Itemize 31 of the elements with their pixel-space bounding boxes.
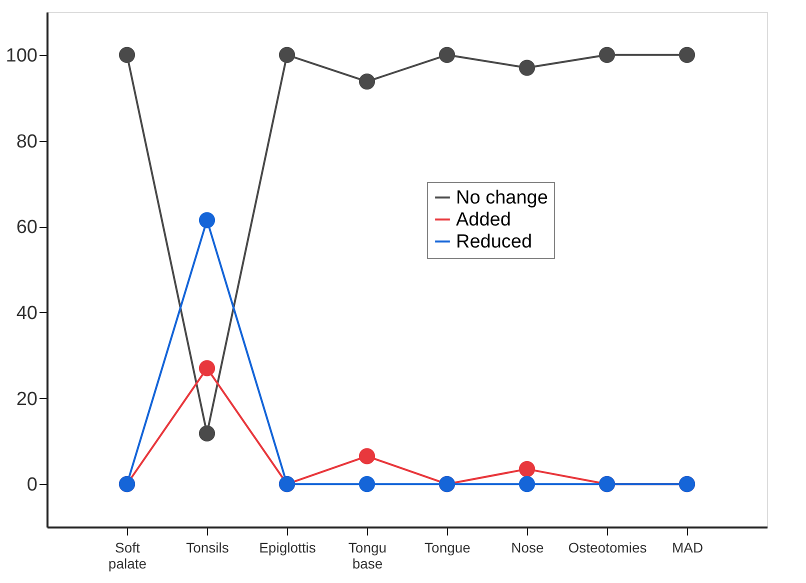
point (358, 73, 376, 90)
y-tick-label: 60 (16, 217, 38, 238)
point (118, 46, 136, 63)
y-tick-label: 40 (16, 302, 38, 324)
legend-label: No change (456, 188, 548, 208)
x-tick-label: Tonsils (186, 540, 229, 556)
point (358, 476, 376, 492)
x-tick-label: Epiglottis (259, 540, 316, 556)
x-tick-label: Nose (511, 540, 544, 556)
point (198, 360, 216, 376)
point (358, 448, 376, 464)
y-tick-label: 100 (6, 45, 38, 66)
point (678, 46, 696, 63)
y-tick-label: 80 (16, 131, 38, 152)
point (438, 46, 456, 63)
point (278, 46, 296, 63)
legend-label: Reduced (456, 232, 532, 252)
x-tick-label: Osteotomies (568, 540, 647, 556)
x-tick-label: Tongue (424, 540, 471, 556)
point (518, 461, 536, 478)
x-tick-label: Soft palate (108, 540, 147, 572)
point (198, 425, 216, 442)
x-tick-label: Tongu base (348, 540, 387, 572)
point (198, 212, 216, 228)
x-tick-label: MAD (672, 540, 704, 556)
y-tick-label: 0 (26, 474, 38, 496)
y-tick-label: 20 (16, 388, 38, 410)
legend-label: Added (456, 210, 511, 230)
point (518, 476, 536, 492)
point (598, 46, 616, 63)
point (518, 60, 536, 76)
